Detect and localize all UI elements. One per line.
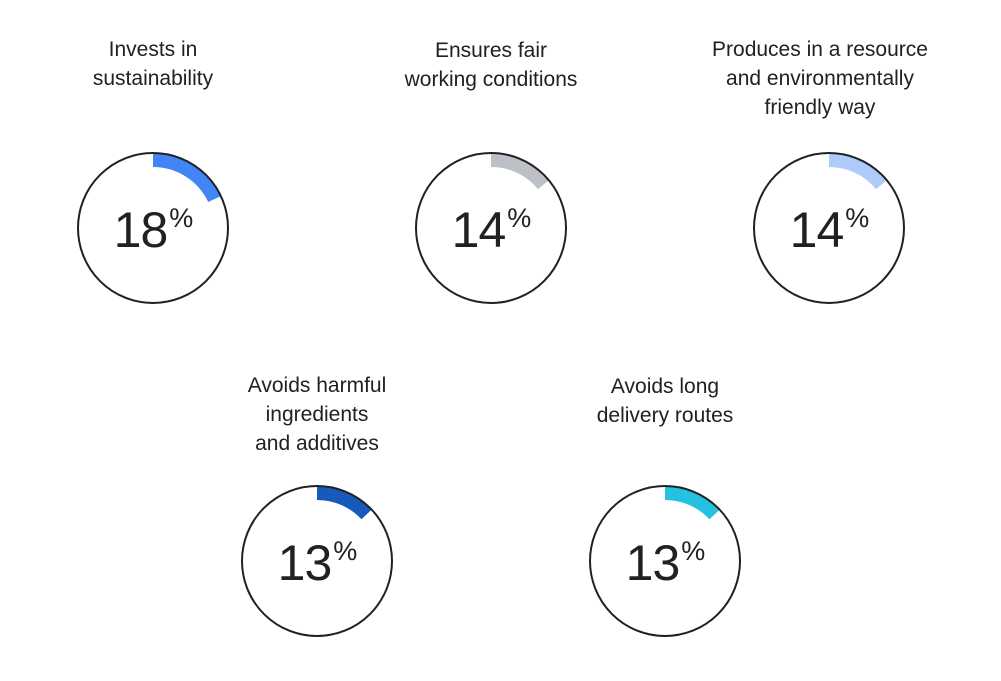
stat-label-line: Avoids harmful bbox=[247, 374, 387, 397]
gauge-outline bbox=[77, 152, 229, 304]
stat-percentage: 18% bbox=[73, 202, 233, 258]
stat-value: 13 bbox=[277, 535, 333, 591]
stat-label: Avoids long delivery routes bbox=[525, 372, 805, 430]
stat-percentage: 13% bbox=[585, 535, 745, 591]
stat-value: 13 bbox=[625, 535, 681, 591]
stat-percentage: 14% bbox=[411, 202, 571, 258]
gauge-outline bbox=[753, 152, 905, 304]
stat-percentage: 14% bbox=[749, 202, 909, 258]
stat-label-line: and additives bbox=[255, 432, 379, 455]
percent-sign: % bbox=[507, 203, 531, 233]
stat-label-line: Produces in a resource bbox=[712, 38, 928, 61]
stat-value: 18 bbox=[113, 202, 169, 258]
stat-label-line: sustainability bbox=[92, 67, 214, 90]
stat-label: Invests in sustainability bbox=[13, 35, 293, 93]
gauge-outline bbox=[241, 485, 393, 637]
stat-label-line: working conditions bbox=[404, 68, 578, 91]
gauge-arc bbox=[316, 486, 372, 520]
stat-label: Ensures fair working conditions bbox=[351, 36, 631, 94]
percent-sign: % bbox=[169, 203, 193, 233]
stat-percentage: 13% bbox=[237, 535, 397, 591]
percent-sign: % bbox=[681, 536, 705, 566]
stat-label-line: and environmentally bbox=[726, 67, 914, 90]
stat-label-line: friendly way bbox=[764, 96, 876, 119]
stat-label-line: Avoids long bbox=[610, 375, 720, 398]
stat-value: 14 bbox=[789, 202, 845, 258]
percent-sign: % bbox=[333, 536, 357, 566]
stat-label-line: ingredients bbox=[265, 403, 369, 426]
gauge-arc bbox=[490, 153, 549, 190]
stat-label-line: delivery routes bbox=[596, 404, 734, 427]
percent-sign: % bbox=[845, 203, 869, 233]
gauge-arc bbox=[828, 153, 887, 190]
gauge-arc bbox=[664, 486, 720, 520]
stat-label-line: Invests in bbox=[108, 38, 198, 61]
stat-label: Avoids harmful ingredients and additives bbox=[177, 371, 457, 458]
stat-value: 14 bbox=[451, 202, 507, 258]
stat-label: Produces in a resource and environmental… bbox=[680, 35, 960, 122]
gauge-outline bbox=[415, 152, 567, 304]
gauge-outline bbox=[589, 485, 741, 637]
stat-label-line: Ensures fair bbox=[434, 39, 548, 62]
gauge-arc bbox=[152, 153, 221, 203]
